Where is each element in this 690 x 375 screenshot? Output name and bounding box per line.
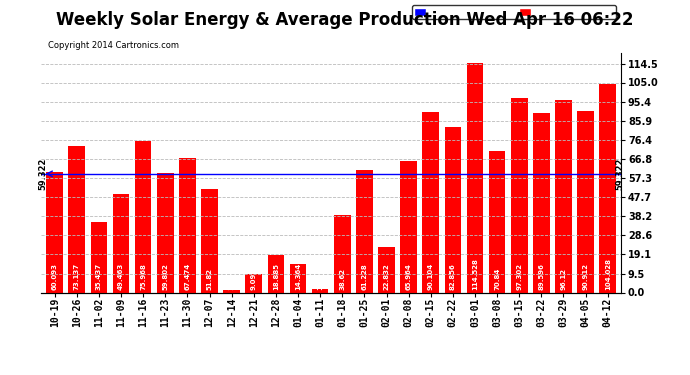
- Text: 59.802: 59.802: [162, 264, 168, 291]
- Text: 82.856: 82.856: [450, 264, 456, 291]
- Text: 35.437: 35.437: [96, 263, 102, 291]
- Bar: [555, 100, 572, 292]
- Text: 96.12: 96.12: [560, 268, 566, 291]
- Bar: [90, 222, 107, 292]
- Text: Weekly Solar Energy & Average Production Wed Apr 16 06:22: Weekly Solar Energy & Average Production…: [57, 11, 633, 29]
- Bar: [600, 84, 616, 292]
- Bar: [533, 113, 550, 292]
- Bar: [511, 98, 528, 292]
- Bar: [334, 215, 351, 292]
- Text: 60.093: 60.093: [52, 264, 58, 291]
- Bar: [201, 189, 218, 292]
- Text: 97.302: 97.302: [516, 264, 522, 291]
- Text: 90.912: 90.912: [582, 264, 589, 291]
- Bar: [290, 264, 306, 292]
- Text: 1.053: 1.053: [228, 268, 235, 291]
- Bar: [400, 160, 417, 292]
- Bar: [68, 146, 85, 292]
- Text: 59.322: 59.322: [615, 158, 624, 190]
- Bar: [378, 247, 395, 292]
- Bar: [179, 158, 196, 292]
- Text: 67.474: 67.474: [184, 263, 190, 291]
- Bar: [246, 274, 262, 292]
- Bar: [112, 194, 129, 292]
- Text: 90.104: 90.104: [428, 263, 434, 291]
- Bar: [578, 111, 594, 292]
- Text: 61.228: 61.228: [362, 264, 367, 291]
- Text: 73.137: 73.137: [74, 263, 80, 291]
- Bar: [224, 290, 240, 292]
- Bar: [46, 172, 63, 292]
- Text: 51.82: 51.82: [206, 268, 213, 291]
- Bar: [444, 127, 461, 292]
- Bar: [135, 141, 152, 292]
- Bar: [466, 63, 483, 292]
- Text: 18.885: 18.885: [273, 264, 279, 291]
- Text: 14.364: 14.364: [295, 263, 301, 291]
- Text: 38.62: 38.62: [339, 268, 345, 291]
- Text: 1.752: 1.752: [317, 268, 323, 291]
- Text: 65.964: 65.964: [406, 264, 412, 291]
- Text: 70.84: 70.84: [494, 268, 500, 291]
- Legend: Average  (kWh), Weekly  (kWh): Average (kWh), Weekly (kWh): [412, 4, 616, 20]
- Text: 104.028: 104.028: [604, 258, 611, 291]
- Bar: [157, 173, 174, 292]
- Text: 9.092: 9.092: [250, 268, 257, 291]
- Bar: [356, 170, 373, 292]
- Text: 22.832: 22.832: [384, 264, 390, 291]
- Text: 49.463: 49.463: [118, 263, 124, 291]
- Text: 89.596: 89.596: [538, 264, 544, 291]
- Text: 59.322: 59.322: [38, 158, 47, 190]
- Bar: [422, 112, 439, 292]
- Text: 114.528: 114.528: [472, 259, 478, 291]
- Bar: [312, 289, 328, 292]
- Text: Copyright 2014 Cartronics.com: Copyright 2014 Cartronics.com: [48, 41, 179, 50]
- Bar: [268, 255, 284, 292]
- Bar: [489, 151, 505, 292]
- Text: 75.968: 75.968: [140, 264, 146, 291]
